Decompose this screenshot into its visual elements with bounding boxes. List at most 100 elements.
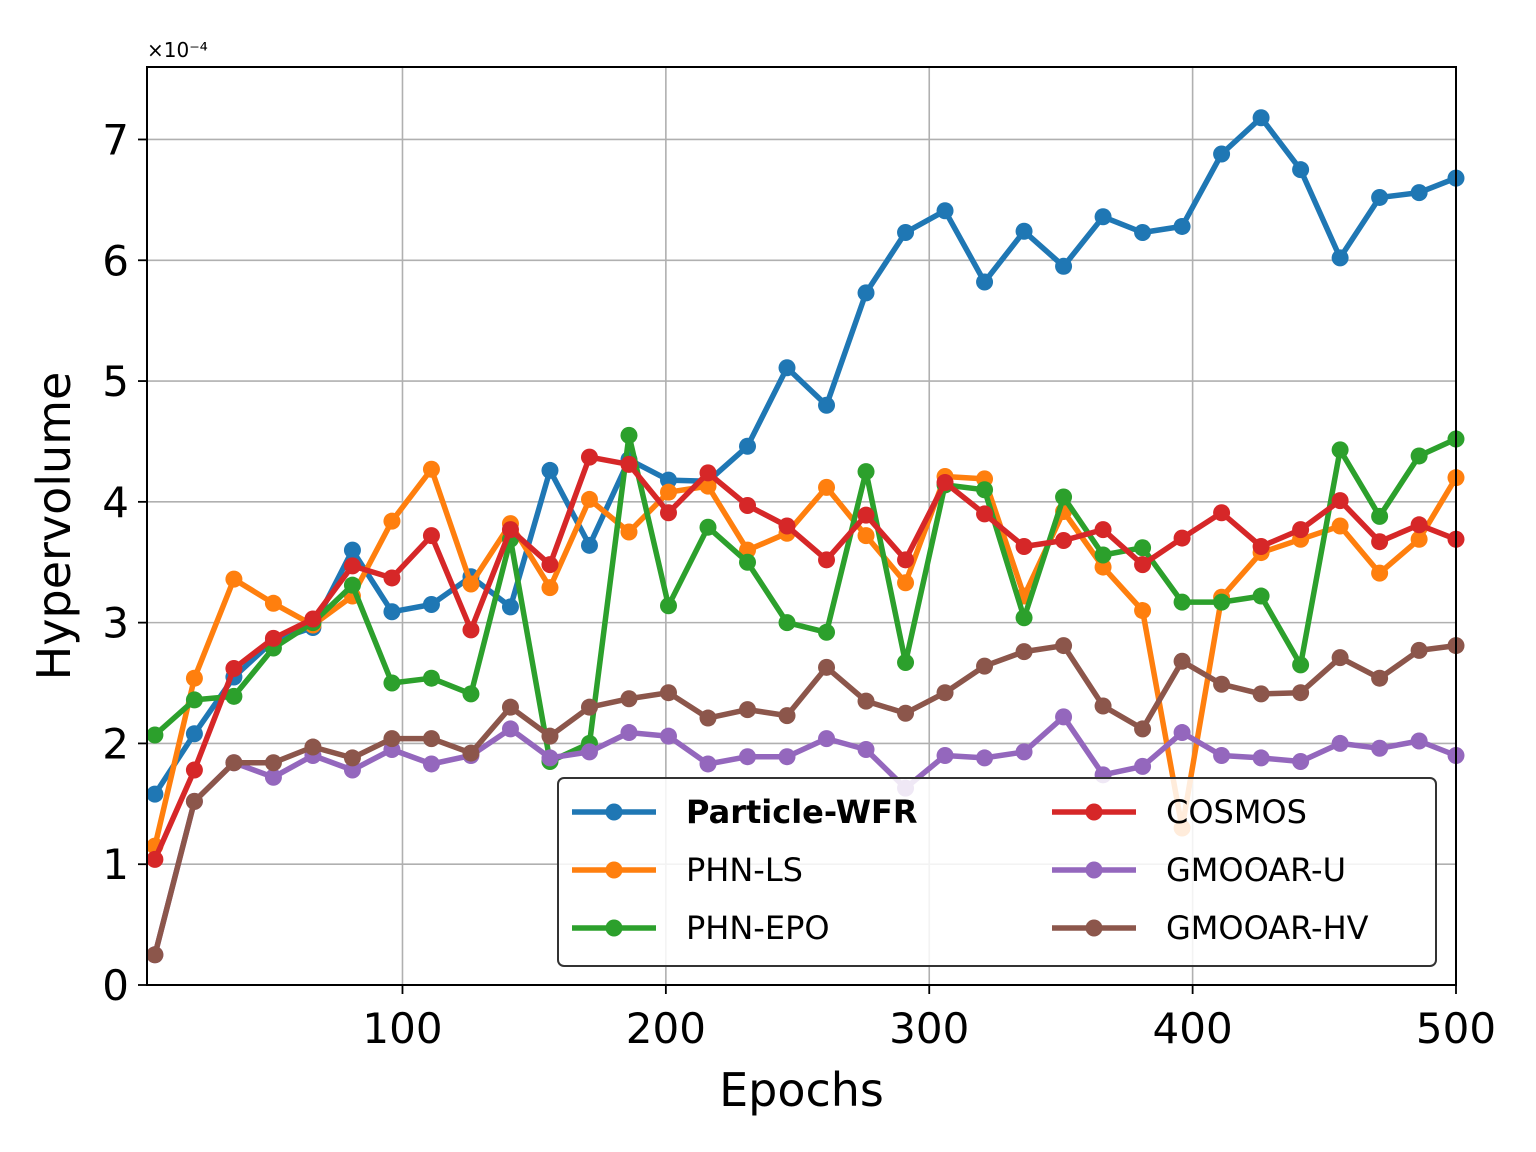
data-point xyxy=(976,657,994,675)
data-point xyxy=(1410,184,1428,202)
legend-label: PHN-EPO xyxy=(686,909,830,947)
data-point xyxy=(541,727,559,745)
data-point xyxy=(1173,652,1191,670)
data-point xyxy=(739,541,757,559)
data-point xyxy=(778,614,796,632)
data-point xyxy=(185,691,203,709)
data-point xyxy=(422,527,440,545)
data-point xyxy=(1094,521,1112,539)
data-point xyxy=(976,481,994,499)
data-point xyxy=(1252,587,1270,605)
data-point xyxy=(1331,517,1349,535)
data-point xyxy=(422,669,440,687)
data-point xyxy=(857,692,875,710)
data-point xyxy=(264,754,282,772)
data-point xyxy=(897,574,915,592)
data-point xyxy=(897,653,915,671)
data-point xyxy=(699,709,717,727)
data-point xyxy=(264,629,282,647)
data-point xyxy=(1410,530,1428,548)
data-point xyxy=(936,474,954,492)
data-point xyxy=(225,754,243,772)
data-point xyxy=(304,610,322,628)
data-point xyxy=(304,738,322,756)
data-point xyxy=(264,594,282,612)
data-point xyxy=(778,748,796,766)
data-point xyxy=(185,792,203,810)
data-point xyxy=(857,284,875,302)
data-point xyxy=(343,761,361,779)
legend-box xyxy=(557,777,1437,967)
data-point xyxy=(422,755,440,773)
data-point xyxy=(146,850,164,868)
data-point xyxy=(343,749,361,767)
y-tick-label: 6 xyxy=(102,236,129,285)
data-point xyxy=(659,504,677,522)
data-point xyxy=(1134,602,1152,620)
y-tick-label: 5 xyxy=(102,357,129,406)
data-point xyxy=(580,490,598,508)
legend-label: GMOOAR-HV xyxy=(1166,909,1369,947)
data-point xyxy=(1292,161,1310,179)
data-point xyxy=(620,724,638,742)
data-point xyxy=(699,464,717,482)
data-point xyxy=(936,747,954,764)
data-point xyxy=(659,483,677,501)
data-point xyxy=(1252,685,1270,703)
data-point xyxy=(146,946,164,964)
data-point xyxy=(1213,675,1231,693)
x-tick-label: 300 xyxy=(889,1004,969,1053)
data-point xyxy=(225,687,243,705)
data-point xyxy=(1173,529,1191,547)
data-point xyxy=(383,674,401,692)
data-point xyxy=(739,553,757,571)
data-point xyxy=(1292,684,1310,702)
data-point xyxy=(383,730,401,748)
data-point xyxy=(1173,724,1191,742)
data-point xyxy=(1292,521,1310,539)
data-point xyxy=(739,496,757,514)
data-point xyxy=(1213,145,1231,163)
data-point xyxy=(1055,488,1073,506)
data-point xyxy=(699,755,717,773)
legend-marker xyxy=(605,861,623,879)
data-point xyxy=(1055,637,1073,655)
data-point xyxy=(1371,669,1389,687)
data-point xyxy=(659,597,677,615)
data-point xyxy=(897,551,915,569)
data-point xyxy=(225,570,243,588)
legend-label: GMOOAR-U xyxy=(1166,851,1346,889)
data-point xyxy=(1015,538,1033,556)
data-point xyxy=(857,527,875,545)
data-point xyxy=(541,749,559,767)
data-point xyxy=(857,463,875,481)
data-point xyxy=(818,658,836,676)
data-point xyxy=(343,576,361,594)
data-point xyxy=(1371,739,1389,757)
data-point xyxy=(462,621,480,639)
data-point xyxy=(699,518,717,536)
data-point xyxy=(383,569,401,587)
data-point xyxy=(541,461,559,479)
legend-marker xyxy=(1085,919,1103,937)
legend-marker xyxy=(1085,803,1103,821)
data-point xyxy=(1015,643,1033,661)
data-point xyxy=(1371,188,1389,206)
data-point xyxy=(343,541,361,559)
data-point xyxy=(897,704,915,722)
data-point xyxy=(1371,533,1389,551)
data-point xyxy=(580,536,598,554)
series-gmooar-hv xyxy=(146,637,1465,964)
data-point xyxy=(1410,447,1428,465)
data-point xyxy=(1213,504,1231,522)
data-point xyxy=(818,396,836,414)
data-point xyxy=(739,701,757,719)
data-point xyxy=(620,690,638,708)
data-point xyxy=(501,720,519,738)
data-point xyxy=(146,785,164,803)
data-point xyxy=(1094,697,1112,715)
data-point xyxy=(146,726,164,744)
data-point xyxy=(1331,734,1349,752)
data-point xyxy=(659,471,677,489)
